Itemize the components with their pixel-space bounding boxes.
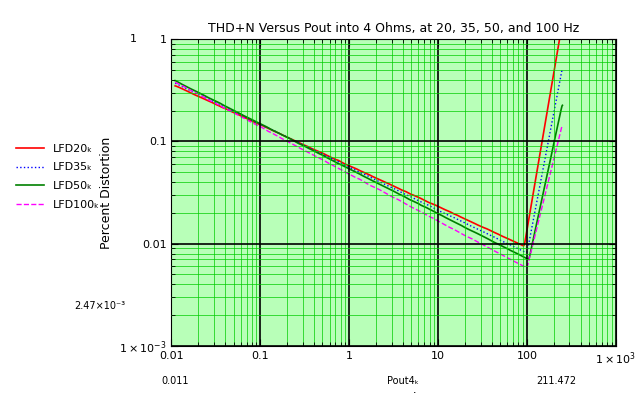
- LFD50ₖ: [559, 103, 566, 108]
- LFD35ₖ: [559, 66, 566, 71]
- LFD20ₖ: [519, 243, 527, 248]
- LFD100ₖ: [191, 90, 199, 95]
- Text: 211.472: 211.472: [536, 376, 576, 386]
- LFD100ₖ: [523, 265, 530, 270]
- Text: Pout4ₖ: Pout4ₖ: [387, 376, 418, 386]
- Line: LFD50ₖ: LFD50ₖ: [175, 81, 563, 259]
- LFD20ₖ: [191, 92, 199, 97]
- LFD100ₖ: [171, 80, 179, 85]
- LFD100ₖ: [547, 167, 555, 172]
- LFD20ₖ: [547, 85, 555, 90]
- Line: LFD20ₖ: LFD20ₖ: [175, 24, 563, 246]
- LFD20ₖ: [476, 224, 484, 228]
- LFD100ₖ: [547, 167, 555, 171]
- LFD50ₖ: [547, 152, 555, 157]
- LFD50ₖ: [359, 174, 367, 178]
- LFD50ₖ: [191, 88, 199, 93]
- LFD35ₖ: [349, 167, 357, 171]
- LFD35ₖ: [359, 172, 367, 176]
- LFD100ₖ: [559, 123, 566, 128]
- Title: THD+N Versus Pout into 4 Ohms, at 20, 35, 50, and 100 Hz: THD+N Versus Pout into 4 Ohms, at 20, 35…: [208, 22, 579, 35]
- Line: LFD100ₖ: LFD100ₖ: [175, 83, 563, 268]
- Legend: LFD20ₖ, LFD35ₖ, LFD50ₖ, LFD100ₖ: LFD20ₖ, LFD35ₖ, LFD50ₖ, LFD100ₖ: [12, 139, 104, 215]
- LFD50ₖ: [171, 78, 179, 83]
- LFD100ₖ: [349, 174, 357, 178]
- X-axis label: Output Power in Watts: Output Power in Watts: [324, 392, 464, 393]
- Line: LFD35ₖ: LFD35ₖ: [175, 69, 563, 253]
- LFD50ₖ: [476, 233, 484, 237]
- LFD100ₖ: [476, 241, 484, 246]
- LFD35ₖ: [476, 228, 484, 233]
- LFD20ₖ: [547, 86, 555, 91]
- LFD20ₖ: [559, 22, 566, 27]
- LFD35ₖ: [547, 123, 555, 128]
- LFD35ₖ: [171, 81, 179, 86]
- LFD20ₖ: [349, 165, 357, 170]
- LFD35ₖ: [523, 250, 530, 255]
- Text: 2.47×10⁻³: 2.47×10⁻³: [74, 301, 125, 311]
- LFD20ₖ: [171, 83, 179, 88]
- LFD20ₖ: [359, 170, 367, 174]
- LFD50ₖ: [525, 257, 532, 262]
- LFD50ₖ: [349, 168, 357, 173]
- LFD100ₖ: [359, 179, 367, 184]
- LFD35ₖ: [547, 122, 555, 127]
- Text: 1: 1: [130, 34, 137, 44]
- LFD35ₖ: [191, 90, 199, 95]
- LFD50ₖ: [547, 154, 555, 158]
- Text: 0.011: 0.011: [161, 376, 189, 386]
- Y-axis label: Percent Distortion: Percent Distortion: [100, 136, 113, 249]
